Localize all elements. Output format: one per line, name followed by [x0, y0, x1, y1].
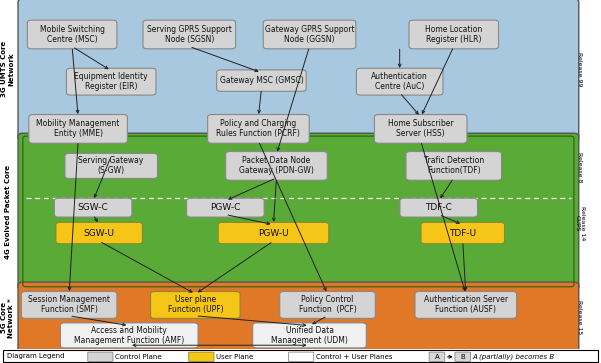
FancyBboxPatch shape — [22, 291, 117, 318]
FancyBboxPatch shape — [208, 115, 309, 143]
Text: Session Management
Function (SMF): Session Management Function (SMF) — [28, 295, 110, 314]
FancyBboxPatch shape — [18, 133, 579, 290]
FancyBboxPatch shape — [60, 323, 198, 348]
FancyBboxPatch shape — [186, 198, 264, 217]
Text: PGW-U: PGW-U — [258, 229, 288, 237]
Text: Release 15: Release 15 — [578, 301, 582, 335]
FancyBboxPatch shape — [421, 222, 505, 244]
FancyBboxPatch shape — [374, 115, 467, 143]
FancyBboxPatch shape — [280, 291, 375, 318]
Text: Unified Data
Management (UDM): Unified Data Management (UDM) — [271, 326, 348, 345]
Text: Policy Control
Function  (PCF): Policy Control Function (PCF) — [299, 295, 356, 314]
FancyBboxPatch shape — [455, 352, 471, 362]
FancyBboxPatch shape — [56, 222, 142, 244]
FancyBboxPatch shape — [150, 291, 240, 318]
FancyBboxPatch shape — [54, 198, 132, 217]
FancyBboxPatch shape — [400, 198, 478, 217]
Text: PGW-C: PGW-C — [210, 203, 240, 212]
Text: Control + User Planes: Control + User Planes — [316, 354, 392, 360]
Text: SGW-U: SGW-U — [84, 229, 115, 237]
FancyBboxPatch shape — [66, 68, 156, 95]
Text: TDF-C: TDF-C — [426, 203, 452, 212]
FancyBboxPatch shape — [189, 352, 214, 362]
Text: Policy and Charging
Rules Function (PCRF): Policy and Charging Rules Function (PCRF… — [216, 119, 300, 138]
FancyBboxPatch shape — [88, 352, 113, 362]
Text: User Plane: User Plane — [216, 354, 254, 360]
Text: Home Subscriber
Server (HSS): Home Subscriber Server (HSS) — [388, 119, 454, 138]
FancyBboxPatch shape — [143, 20, 236, 49]
FancyBboxPatch shape — [288, 352, 314, 362]
FancyBboxPatch shape — [429, 352, 445, 362]
FancyBboxPatch shape — [415, 291, 517, 318]
FancyBboxPatch shape — [263, 20, 356, 49]
FancyBboxPatch shape — [65, 153, 157, 178]
Text: User plane
Function (UPF): User plane Function (UPF) — [168, 295, 223, 314]
Text: A (partially) becomes B: A (partially) becomes B — [472, 354, 555, 360]
FancyBboxPatch shape — [218, 222, 329, 244]
Text: Access and Mobility
Management Function (AMF): Access and Mobility Management Function … — [74, 326, 185, 345]
Text: Mobile Switching
Centre (MSC): Mobile Switching Centre (MSC) — [40, 25, 105, 44]
FancyBboxPatch shape — [252, 323, 366, 348]
Text: Authentication
Centre (AuC): Authentication Centre (AuC) — [371, 72, 428, 91]
Text: TDF-U: TDF-U — [449, 229, 477, 237]
Text: Control Plane: Control Plane — [115, 354, 162, 360]
Text: A: A — [435, 354, 439, 360]
Text: Diagram Legend: Diagram Legend — [7, 353, 65, 359]
Text: Gateway GPRS Support
Node (GGSN): Gateway GPRS Support Node (GGSN) — [264, 25, 355, 44]
Text: Home Location
Register (HLR): Home Location Register (HLR) — [425, 25, 483, 44]
Text: B: B — [460, 354, 465, 360]
Text: 3G UMTS Core
Network: 3G UMTS Core Network — [1, 41, 14, 97]
FancyBboxPatch shape — [409, 20, 499, 49]
Text: Serving Gateway
(S-GW): Serving Gateway (S-GW) — [79, 156, 144, 175]
Bar — [0, 349, 601, 363]
FancyBboxPatch shape — [29, 115, 127, 143]
Text: 4G Evolved Packet Core: 4G Evolved Packet Core — [5, 165, 11, 260]
Text: Equipment Identity
Register (EIR): Equipment Identity Register (EIR) — [75, 72, 148, 91]
Text: Packet Data Node
Gateway (PDN-GW): Packet Data Node Gateway (PDN-GW) — [239, 156, 314, 175]
FancyBboxPatch shape — [216, 70, 307, 91]
FancyBboxPatch shape — [3, 350, 598, 362]
FancyBboxPatch shape — [18, 282, 579, 351]
FancyBboxPatch shape — [406, 152, 502, 180]
FancyBboxPatch shape — [226, 152, 328, 180]
FancyBboxPatch shape — [27, 20, 117, 49]
Text: 5G Core
Network *: 5G Core Network * — [1, 298, 14, 338]
Text: Trafic Detection
Function(TDF): Trafic Detection Function(TDF) — [424, 156, 484, 175]
Text: Authentication Server
Function (AUSF): Authentication Server Function (AUSF) — [424, 295, 508, 314]
Text: Release 99: Release 99 — [578, 52, 582, 86]
Text: Mobility Management
Entity (MME): Mobility Management Entity (MME) — [37, 119, 120, 138]
Text: Serving GPRS Support
Node (SGSN): Serving GPRS Support Node (SGSN) — [147, 25, 232, 44]
FancyBboxPatch shape — [18, 0, 579, 141]
Text: Release 8: Release 8 — [578, 152, 582, 182]
Text: SGW-C: SGW-C — [78, 203, 109, 212]
Text: Release 14
CUPS: Release 14 CUPS — [575, 206, 585, 240]
Text: Gateway MSC (GMSC): Gateway MSC (GMSC) — [219, 76, 304, 85]
FancyBboxPatch shape — [356, 68, 443, 95]
